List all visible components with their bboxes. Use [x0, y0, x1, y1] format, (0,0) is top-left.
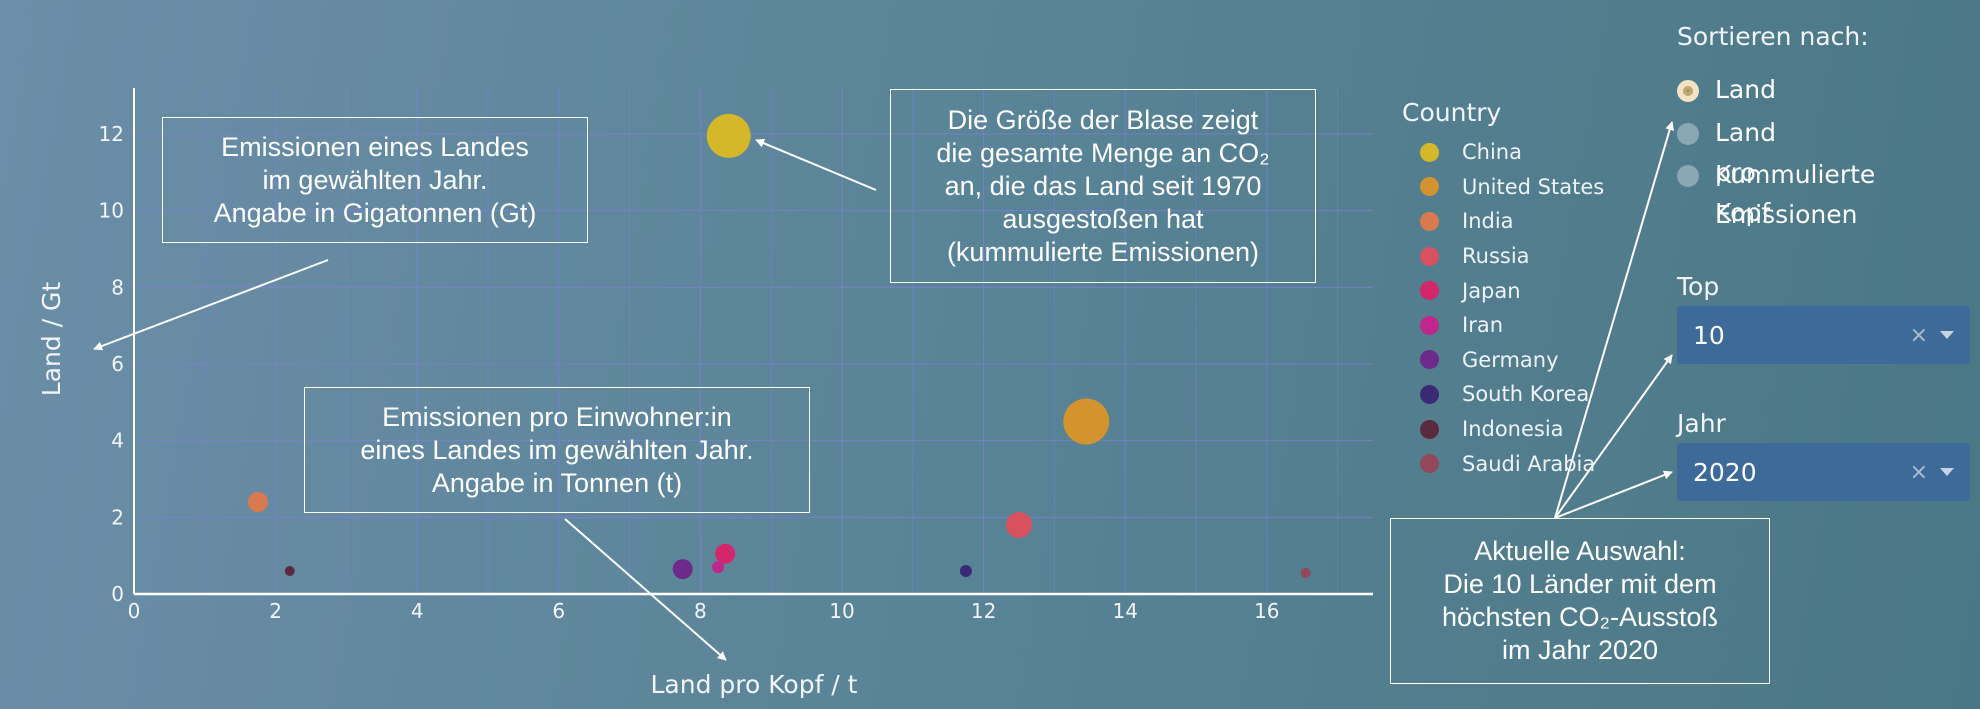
annotation-current-selection: Aktuelle Auswahl: Die 10 Länder mit dem …: [1390, 518, 1770, 684]
sort-title: Sortieren nach:: [1677, 22, 1869, 51]
y-tick-label: 12: [99, 122, 124, 146]
bubble-china: [706, 113, 751, 158]
legend-item[interactable]: Indonesia: [1400, 412, 1604, 447]
x-tick-label: 10: [829, 599, 854, 623]
y-tick-label: 8: [111, 275, 124, 299]
legend-marker: [1420, 246, 1439, 266]
arrow-per-capita: [564, 518, 727, 661]
arrow-to-sort: [1554, 121, 1675, 519]
legend-marker: [1420, 350, 1439, 370]
legend-label: India: [1462, 209, 1514, 234]
legend-label: Indonesia: [1462, 417, 1564, 442]
annotation-arrows: [93, 121, 1675, 661]
legend-label: Japan: [1462, 278, 1521, 303]
clear-icon[interactable]: ×: [1909, 322, 1928, 348]
y-tick-label: 6: [111, 352, 124, 376]
legend-item[interactable]: United States: [1400, 170, 1604, 205]
bubble-germany: [672, 559, 693, 580]
year-title: Jahr: [1677, 409, 1726, 438]
legend-item[interactable]: Japan: [1400, 273, 1604, 308]
legend-item[interactable]: Iran: [1400, 308, 1604, 343]
legend-item[interactable]: China: [1400, 135, 1604, 170]
radio-sort-land[interactable]: Land: [1677, 75, 1776, 110]
radio-label: Land pro Kopf: [1715, 118, 1776, 227]
legend-label: Iran: [1462, 313, 1504, 338]
chevron-down-icon[interactable]: [1940, 331, 1954, 339]
bubble-indonesia: [284, 566, 295, 576]
year-value: 2020: [1693, 457, 1757, 487]
legend-label: Germany: [1462, 347, 1559, 372]
x-tick-label: 6: [552, 599, 565, 623]
y-tick-label: 4: [111, 429, 124, 453]
chevron-down-icon[interactable]: [1940, 468, 1954, 476]
top-title: Top: [1677, 272, 1720, 301]
legend-label: United States: [1462, 174, 1605, 199]
annotation-bubble-size: Die Größe der Blase zeigt die gesamte Me…: [890, 89, 1316, 283]
radio-sort-cumulative[interactable]: Kummulierte Emissionen: [1677, 160, 1875, 235]
legend-label: Russia: [1462, 244, 1530, 269]
legend-marker: [1420, 315, 1439, 335]
annotation-total-emissions: Emissionen eines Landes im gewählten Jah…: [162, 117, 588, 243]
legend-marker: [1420, 419, 1439, 439]
bubble-south-korea: [959, 565, 972, 577]
bubble-japan: [715, 543, 736, 564]
legend-marker: [1420, 142, 1439, 162]
radio-sort-per-capita[interactable]: Land pro Kopf: [1677, 118, 1776, 233]
legend-marker: [1420, 281, 1439, 301]
y-axis-title: Land / Gt: [37, 282, 66, 397]
arrow-bubble: [755, 138, 877, 191]
legend-marker: [1420, 454, 1439, 474]
clear-icon[interactable]: ×: [1909, 459, 1928, 485]
arrow-to-top: [1554, 354, 1673, 519]
y-tick-label: 0: [111, 582, 124, 606]
chart-axes: 0 2 4 6 8 10 12 14 16 0 2 4 6 8 10 12: [99, 88, 1373, 623]
chart-marks: [247, 113, 1311, 580]
y-tick-label: 2: [111, 505, 124, 529]
legend-title: Country: [1402, 98, 1502, 127]
arrow-total: [93, 259, 329, 351]
x-axis-title: Land pro Kopf / t: [651, 670, 858, 699]
x-tick-label: 8: [694, 599, 707, 623]
legend-item[interactable]: Russia: [1400, 239, 1604, 274]
legend-item[interactable]: Saudi Arabia: [1400, 446, 1604, 481]
bubble-united-states: [1063, 398, 1110, 445]
legend-label: Saudi Arabia: [1462, 451, 1596, 476]
legend-label: South Korea: [1462, 382, 1590, 407]
chart-legend: Country China United States India Russia Jap…: [1400, 98, 1604, 481]
x-tick-label: 12: [971, 599, 996, 623]
radio-label: Land: [1715, 75, 1776, 104]
bubble-russia: [1006, 512, 1032, 538]
bubble-iran: [712, 561, 725, 574]
annotation-per-capita: Emissionen pro Einwohner:in eines Landes…: [304, 387, 810, 513]
x-tick-label: 14: [1112, 599, 1137, 623]
radio-unchecked-icon: [1677, 165, 1699, 187]
radio-checked-icon: [1677, 80, 1699, 102]
radio-label: Kummulierte Emissionen: [1715, 160, 1876, 229]
legend-marker: [1420, 177, 1439, 197]
bubble-saudi-arabia: [1300, 567, 1311, 578]
chart-grid: [134, 88, 1373, 594]
top-value: 10: [1693, 320, 1725, 350]
year-dropdown[interactable]: 2020 ×: [1677, 443, 1970, 501]
x-tick-label: 2: [269, 599, 282, 623]
x-tick-label: 0: [128, 599, 141, 623]
legend-item[interactable]: South Korea: [1400, 377, 1604, 412]
y-tick-label: 10: [99, 199, 124, 223]
arrow-to-year: [1554, 470, 1673, 519]
radio-unchecked-icon: [1677, 123, 1699, 145]
legend-label: China: [1462, 140, 1522, 165]
x-tick-label: 16: [1254, 599, 1279, 623]
top-dropdown[interactable]: 10 ×: [1677, 306, 1970, 364]
legend-marker: [1420, 211, 1439, 231]
legend-marker: [1420, 384, 1439, 404]
legend-item[interactable]: India: [1400, 204, 1604, 239]
bubble-india: [247, 492, 268, 512]
x-tick-label: 4: [411, 599, 424, 623]
legend-item[interactable]: Germany: [1400, 343, 1604, 378]
